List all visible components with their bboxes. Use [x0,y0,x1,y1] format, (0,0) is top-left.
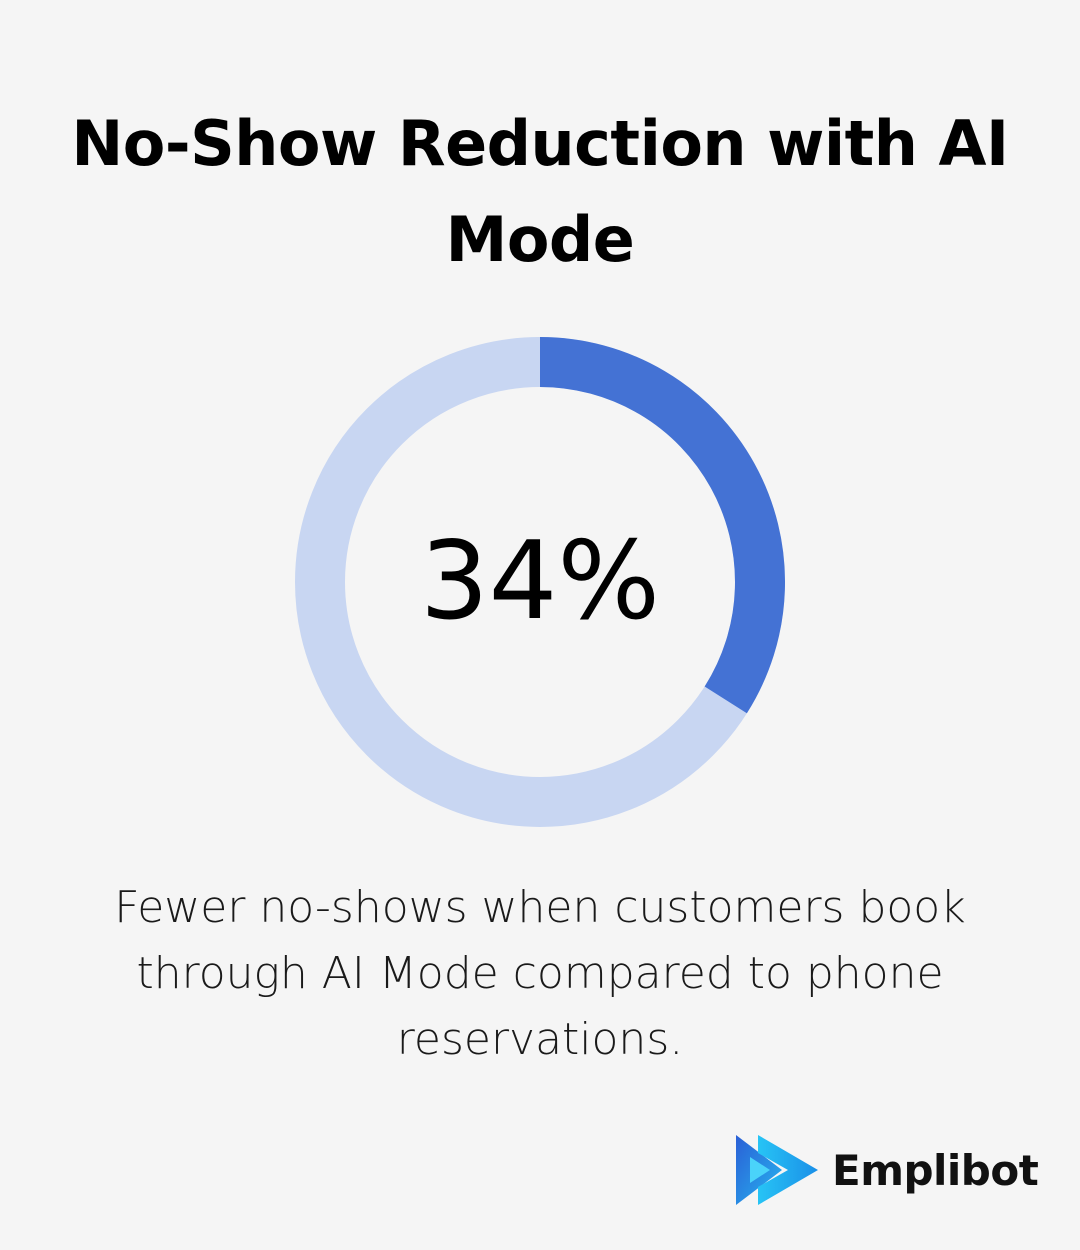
brand-logo: Emplibot [736,1135,1039,1205]
center-value: 34% [419,519,661,644]
donut-value-arc [539,337,785,714]
donut-chart [295,337,785,827]
play-arrows-icon [736,1135,818,1205]
chart-caption: Fewer no-shows when customers book throu… [114,882,966,1065]
brand-name: Emplibot [832,1145,1039,1195]
chart-title: No-Show Reduction with AI Mode [71,107,1009,276]
